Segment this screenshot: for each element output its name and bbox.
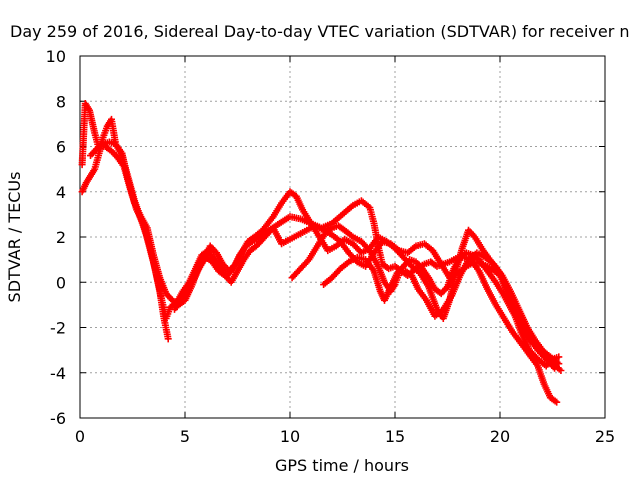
data-point [549, 363, 557, 371]
x-tick-label: 5 [180, 427, 190, 446]
y-tick-label: 8 [56, 92, 66, 111]
y-tick-label: 0 [56, 273, 66, 292]
plot-frame [79, 55, 606, 419]
series-track-6 [320, 249, 559, 372]
data-point [551, 364, 559, 372]
x-tick-labels: 0 5 10 15 20 25 [75, 427, 615, 446]
x-tick-label: 10 [280, 427, 300, 446]
data-point [555, 353, 563, 361]
y-tick-label: 2 [56, 228, 66, 247]
x-tick-label: 20 [490, 427, 510, 446]
x-tick-label: 15 [385, 427, 405, 446]
y-tick-label: 10 [46, 47, 66, 66]
y-tick-label: -4 [50, 364, 66, 383]
data-point [557, 366, 565, 374]
series-track-3 [87, 138, 563, 370]
y-tick-label: -6 [50, 409, 66, 428]
y-tick-labels: -6 -4 -2 0 2 4 6 8 10 [46, 47, 66, 428]
x-tick-label: 25 [595, 427, 615, 446]
x-axis-label: GPS time / hours [275, 456, 409, 475]
series-track-1 [78, 100, 172, 343]
chart-title: Day 259 of 2016, Sidereal Day-to-day VTE… [10, 22, 630, 41]
grid-lines [80, 56, 605, 418]
x-tick-label: 0 [75, 427, 85, 446]
data-point [164, 335, 172, 343]
data-point [553, 398, 561, 406]
y-tick-label: 4 [56, 183, 66, 202]
y-axis-label: SDTVAR / TECUs [5, 172, 24, 303]
y-tick-label: 6 [56, 138, 66, 157]
data-points [78, 100, 565, 406]
y-tick-label: -2 [50, 319, 66, 338]
